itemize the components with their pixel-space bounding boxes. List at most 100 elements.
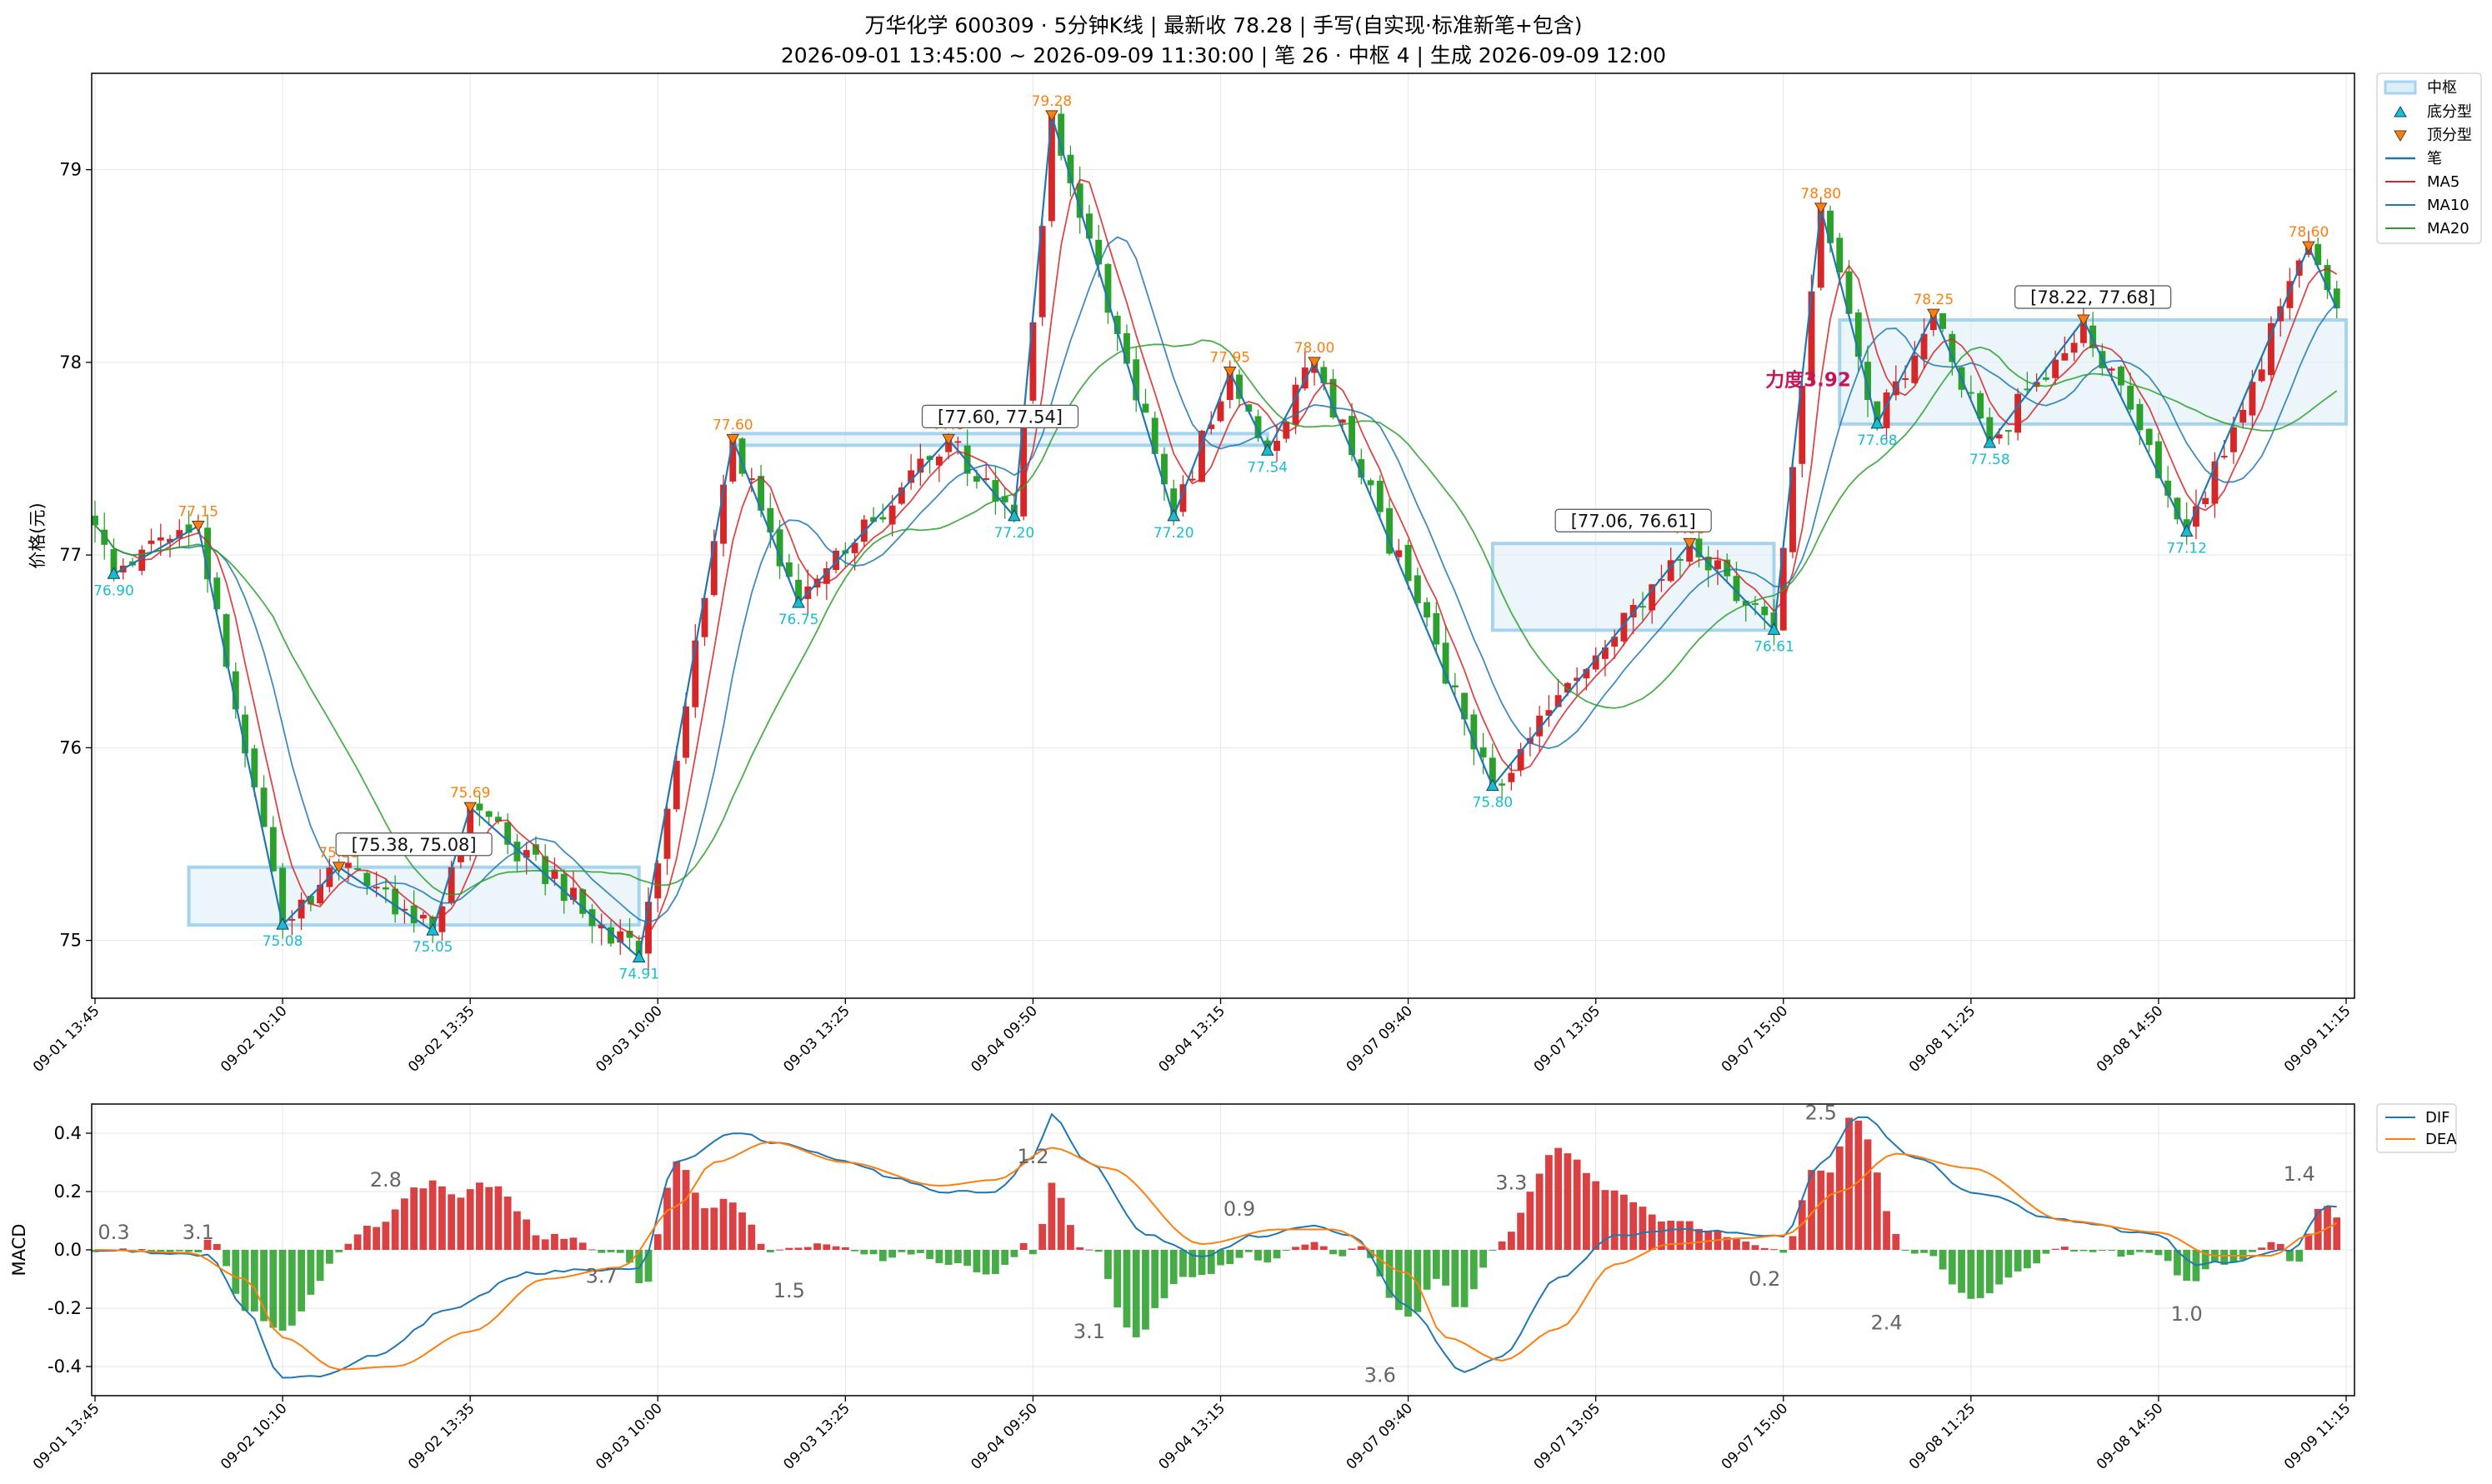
macd-bar — [2314, 1208, 2322, 1250]
macd-bar — [1939, 1250, 1947, 1270]
candle-body — [1808, 291, 1815, 381]
macd-bar — [1348, 1248, 1356, 1250]
candle-body — [542, 856, 549, 884]
top-fractal-marker — [2302, 241, 2315, 253]
candle-body — [438, 906, 446, 932]
candle-body — [1742, 600, 1749, 606]
candle-body — [926, 456, 933, 460]
candle-body — [1949, 333, 1956, 362]
candle-body — [1574, 677, 1581, 682]
macd-histogram-label: 3.7 — [586, 1265, 618, 1288]
candle-body — [1714, 560, 1721, 570]
macd-bar — [1789, 1236, 1797, 1250]
macd-histogram-label: 0.3 — [98, 1221, 129, 1244]
candle-body — [1724, 559, 1731, 577]
candle-body — [467, 807, 474, 848]
legend-label-ma20: MA20 — [2427, 220, 2469, 237]
macd-bar — [1244, 1250, 1253, 1252]
macd-bar — [335, 1250, 343, 1252]
candle-body — [392, 888, 399, 915]
candle-body — [588, 909, 596, 927]
macd-histogram-label: 3.1 — [1073, 1320, 1105, 1343]
candle-body — [823, 567, 830, 584]
candle-body — [1067, 154, 1074, 183]
price-grid — [92, 73, 2354, 998]
candle-body — [1339, 419, 1346, 423]
macd-bar — [653, 1234, 662, 1250]
macd-histogram-layer — [91, 1117, 2341, 1337]
candle-body — [279, 867, 287, 926]
candle-body — [1583, 668, 1590, 679]
candle-body — [1874, 401, 1881, 424]
candle-body — [2220, 456, 2228, 458]
bottom-fractal-label: 76.90 — [93, 582, 134, 599]
macd-bar — [1545, 1155, 1553, 1250]
macd-bar — [1404, 1250, 1412, 1317]
candle-body — [1349, 416, 1355, 456]
candle-body — [663, 808, 671, 859]
candle-body — [401, 908, 408, 911]
macd-bar — [2145, 1250, 2154, 1253]
candle-body — [1058, 113, 1065, 156]
macd-y-label: MACD — [9, 1224, 29, 1277]
macd-bar — [1629, 1202, 1638, 1250]
macd-bar — [710, 1207, 718, 1250]
macd-bar — [223, 1250, 230, 1267]
top-fractal-marker — [332, 862, 346, 873]
macd-bar — [1929, 1250, 1938, 1257]
macd-bar — [682, 1170, 690, 1250]
macd-bar — [2295, 1250, 2304, 1262]
macd-bar — [1235, 1250, 1243, 1258]
annotation-layer: [75.38, 75.08] [77.60, 77.54] [77.06, 76.6… — [335, 285, 2172, 857]
zhongshu-label: [75.38, 75.08] — [352, 835, 477, 855]
candle-body — [673, 761, 680, 810]
macd-bar — [1554, 1147, 1563, 1250]
candle-body — [110, 549, 118, 575]
candle-body — [1517, 749, 1524, 771]
macd-bar — [578, 1242, 587, 1250]
macd-bar — [1460, 1250, 1469, 1307]
macd-bar — [2014, 1250, 2022, 1272]
candle-body — [176, 530, 183, 539]
candle-body — [2239, 409, 2247, 423]
bottom-fractal-marker — [1008, 508, 1021, 522]
candle-body — [2145, 428, 2153, 446]
candle-body — [1104, 263, 1112, 313]
macd-bar — [1442, 1250, 1449, 1286]
macd-bar — [813, 1243, 821, 1250]
macd-bar — [878, 1250, 887, 1262]
macd-bar — [1057, 1197, 1065, 1250]
candle-body — [1564, 682, 1571, 693]
candle-body — [298, 899, 305, 919]
macd-bar — [1995, 1250, 2003, 1285]
macd-bar — [213, 1244, 221, 1250]
candle-body — [1301, 367, 1309, 389]
macd-bar — [2258, 1247, 2266, 1250]
macd-bar — [748, 1224, 756, 1250]
candle-body — [1845, 271, 1853, 314]
candle-body — [795, 579, 803, 603]
candle-body — [2202, 497, 2209, 505]
candle-body — [2089, 325, 2097, 348]
macd-bar — [419, 1188, 428, 1250]
candle-body — [1329, 378, 1337, 418]
force-annotation: 力度3.92 — [1765, 368, 1851, 391]
top-fractal-marker — [1814, 202, 1828, 214]
candle-body — [1292, 384, 1299, 425]
zhongshu-label: [77.60, 77.54] — [938, 407, 1063, 427]
ma5-line — [94, 178, 2338, 941]
macd-bar — [1985, 1250, 1994, 1294]
top-fractal-marker — [1308, 357, 1321, 368]
macd-bar — [428, 1180, 437, 1250]
candle-body — [1629, 605, 1637, 618]
macd-bar — [2108, 1250, 2116, 1251]
candle-body — [1677, 558, 1684, 561]
macd-bar — [1432, 1250, 1440, 1279]
macd-bar — [298, 1250, 305, 1312]
macd-bar — [1948, 1250, 1956, 1285]
macd-bar — [2286, 1250, 2294, 1262]
candle-body — [1433, 612, 1440, 645]
candle-body — [1939, 312, 1947, 329]
candle-body — [692, 640, 699, 707]
bottom-fractal-marker — [276, 917, 289, 930]
